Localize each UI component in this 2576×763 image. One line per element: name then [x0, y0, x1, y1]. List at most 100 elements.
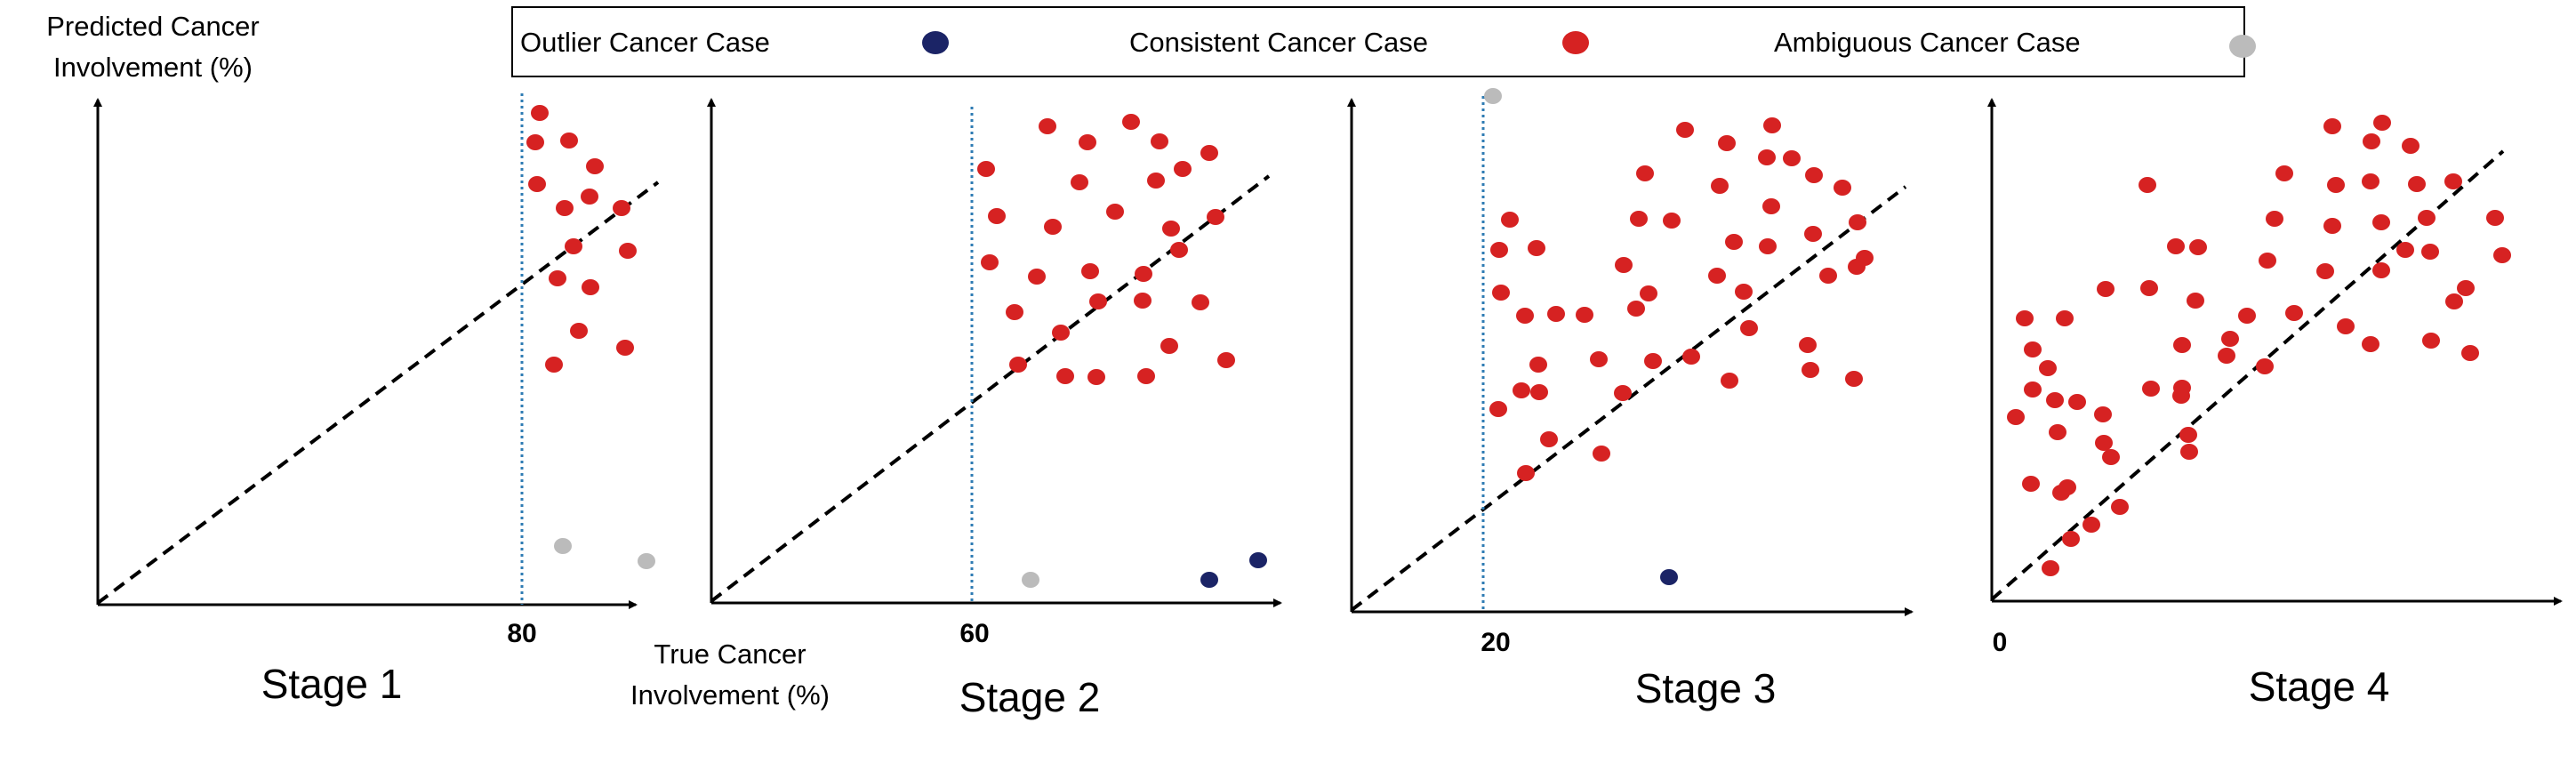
consistent-case-dot [2221, 331, 2239, 347]
consistent-case-dot [1718, 135, 1736, 151]
consistent-case-dot [1089, 293, 1107, 309]
consistent-case-dot [2024, 341, 2042, 357]
consistent-case-dot [2275, 165, 2293, 181]
consistent-case-dot [2039, 360, 2057, 376]
consistent-case-dot [2052, 485, 2070, 501]
panel-title: Stage 1 [261, 661, 403, 707]
consistent-case-dot [2372, 262, 2390, 278]
consistent-case-dot [1137, 368, 1155, 384]
legend-box [511, 6, 2245, 77]
consistent-case-dot [1028, 269, 1046, 285]
consistent-case-dot [1052, 325, 1070, 341]
consistent-case-dot [1721, 373, 1738, 389]
consistent-case-dot [2444, 173, 2462, 189]
consistent-case-dot [1087, 369, 1105, 385]
consistent-case-dot [2422, 333, 2440, 349]
legend-label-ambiguous: Ambiguous Cancer Case [1774, 27, 2081, 58]
consistent-case-dot [1492, 285, 1510, 301]
consistent-case-dot [2016, 310, 2034, 326]
consistent-case-dot [582, 279, 599, 295]
consistent-case-dot [581, 189, 598, 205]
consistent-case-dot [2372, 214, 2390, 230]
consistent-case-dot [1517, 465, 1535, 481]
ambiguous-case-dot [554, 538, 572, 554]
consistent-case-dot [2111, 499, 2129, 515]
consistent-case-dot [2316, 263, 2334, 279]
consistent-case-dot [1593, 446, 1610, 462]
consistent-case-dot [988, 208, 1006, 224]
consistent-case-dot [1759, 238, 1777, 254]
panel-title: Stage 3 [1635, 665, 1777, 711]
consistent-case-dot [2323, 118, 2341, 134]
consistent-case-dot [1819, 268, 1837, 284]
consistent-case-dot [1725, 234, 1743, 250]
legend-item-outlier: Outlier Cancer Case [520, 27, 949, 58]
consistent-case-dot [2179, 427, 2197, 443]
legend-label-consistent: Consistent Cancer Case [1129, 27, 1428, 58]
outlier-case-dot [1200, 572, 1218, 588]
consistent-case-dot [981, 254, 999, 270]
consistent-case-dot [1640, 285, 1657, 301]
consistent-case-dot [1763, 117, 1781, 133]
consistent-case-dot [1590, 351, 1608, 367]
consistent-case-dot [1207, 209, 1224, 225]
consistent-case-dot [619, 243, 637, 259]
consistent-case-dot [1081, 263, 1099, 279]
consistent-case-dot [2042, 560, 2059, 576]
consistent-case-dot [2022, 476, 2040, 492]
consistent-case-dot [1170, 242, 1188, 258]
consistent-case-dot [1682, 349, 1700, 365]
consistent-case-dot [977, 161, 995, 177]
consistent-case-dot [2493, 247, 2511, 263]
threshold-label: 20 [1481, 628, 1510, 657]
consistent-case-dot [565, 238, 582, 254]
consistent-case-dot [2167, 238, 2185, 254]
consistent-case-dot [1528, 240, 1545, 256]
consistent-case-dot [2373, 115, 2391, 131]
consistent-case-dot [1630, 211, 1648, 227]
consistent-case-dot [1711, 178, 1729, 194]
consistent-case-dot [1192, 294, 1209, 310]
consistent-case-dot [2445, 293, 2463, 309]
consistent-case-dot [1676, 122, 1694, 138]
consistent-case-dot [2094, 406, 2112, 422]
consistent-case-dot [1079, 134, 1096, 150]
consistent-case-dot [586, 158, 604, 174]
consistent-case-dot [2007, 409, 2025, 425]
consistent-case-dot [2173, 380, 2191, 396]
consistent-case-dot [1799, 337, 1817, 353]
consistent-case-dot [1805, 167, 1823, 183]
consistent-case-dot [1644, 353, 1662, 369]
consistent-case-dot [2097, 281, 2115, 297]
identity-dashed-line [710, 174, 1271, 603]
panel-stage-1: 80 Stage 1 [93, 93, 660, 707]
consistent-case-dot [2259, 253, 2276, 269]
consistent-case-dot [560, 133, 578, 149]
consistent-case-dot [616, 340, 634, 356]
consistent-case-dot [1802, 362, 1819, 378]
gray-dot-icon [2229, 35, 2256, 58]
consistent-case-dot [1547, 306, 1565, 322]
identity-dashed-line [1990, 149, 2505, 601]
consistent-case-dot [2024, 382, 2042, 398]
consistent-case-dot [1735, 284, 1753, 300]
red-dot-icon [1562, 31, 1589, 54]
panel-title: Stage 2 [959, 674, 1101, 720]
consistent-case-dot [2256, 358, 2274, 374]
outlier-case-dot [1660, 569, 1678, 585]
consistent-case-dot [1529, 357, 1547, 373]
consistent-case-dot [2056, 310, 2074, 326]
legend: Outlier Cancer Case Consistent Cancer Ca… [511, 6, 2256, 77]
consistent-case-dot [2139, 177, 2156, 193]
consistent-case-dot [2323, 218, 2341, 234]
threshold-label: 60 [959, 619, 989, 648]
x-axis-label-line-2: Involvement (%) [630, 679, 830, 711]
consistent-case-dot [2082, 517, 2100, 533]
consistent-case-dot [1758, 149, 1776, 165]
consistent-case-dot [1627, 301, 1645, 317]
consistent-case-dot [1071, 174, 1088, 190]
consistent-case-dot [1162, 221, 1180, 237]
x-axis-label-line-1: True Cancer [654, 639, 806, 670]
consistent-case-dot [2187, 293, 2204, 309]
